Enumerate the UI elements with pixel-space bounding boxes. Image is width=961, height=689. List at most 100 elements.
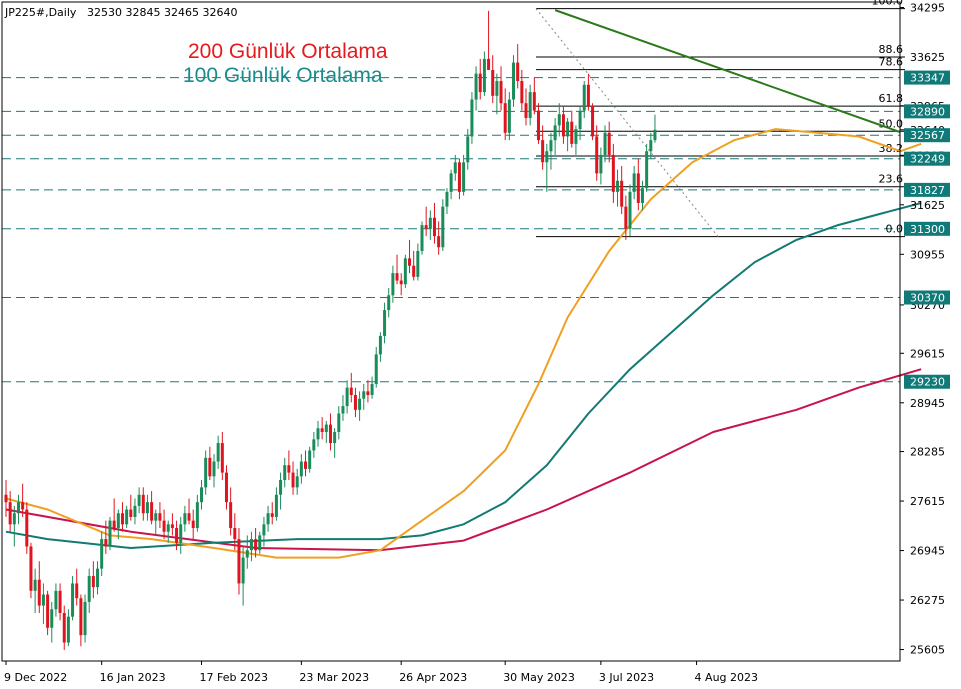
candle [541,125,545,170]
candle [632,166,636,200]
candle [611,143,615,203]
candle-body [649,140,653,152]
symbol-label: JP225#,Daily [4,6,77,19]
candle-body [129,509,133,517]
candle-body [607,132,611,155]
candle-body [291,472,295,488]
candle [358,391,362,421]
candle [195,494,199,532]
candle-body [141,494,145,514]
candle [545,143,549,192]
candle-body [328,424,332,444]
candle [603,125,607,163]
candle [503,88,507,141]
candle-body [299,461,303,477]
candle-body [108,520,112,547]
ohlc-readout: 32530 32845 32465 32640 [87,6,237,19]
candle [270,502,274,525]
candle [25,502,29,554]
candle [482,51,486,96]
candle [528,84,532,126]
candle-body [416,250,420,277]
candle-body [495,81,499,96]
candle-body [441,206,445,248]
candle-body [457,162,461,192]
candle [607,121,611,163]
candle [599,147,603,185]
candle-body [249,539,253,551]
candle-body [366,391,370,396]
candle-body [96,568,100,588]
candle-body [586,84,590,107]
x-tick-label: 26 Apr 2023 [399,671,467,684]
candle [75,568,79,606]
candle [636,158,640,211]
candle-body [208,457,212,477]
candle-body [100,539,104,569]
candle-body [295,476,299,488]
candle [175,520,179,551]
candle-body [58,590,62,613]
candle [170,513,174,536]
candle-body [337,413,341,432]
candle [491,55,495,104]
candle-body [83,601,87,636]
candle [553,117,557,155]
candle [595,125,599,181]
candle-body [516,62,520,82]
candle-body [616,180,620,192]
candle [100,531,104,577]
candle-body [245,550,249,558]
candle-body [229,502,233,529]
candle [50,601,54,643]
candle [582,81,586,118]
annotation-ma100: 100 Günlük Ortalama [183,64,383,87]
candle-body [570,121,574,144]
candle [324,420,328,444]
candle-body [428,217,432,229]
candle [249,531,253,562]
candle-body [233,528,237,540]
candle-body [279,479,283,495]
candle [524,88,528,126]
candle [416,243,420,281]
candle [449,169,453,200]
candle [532,77,536,115]
price-badge-label: 30370 [910,292,945,305]
candle-body [71,583,75,617]
candle-body [258,535,262,551]
candle [287,450,291,480]
candle-body [412,265,416,277]
fib-label: 88.6 [879,43,904,56]
candle-body [474,73,478,100]
candle-body [262,524,266,536]
candle [616,169,620,207]
candle-body [636,173,640,203]
candle-body [345,387,349,407]
candle-body [62,612,66,643]
candle-body [383,310,387,336]
candle [66,609,70,647]
candle-body [611,154,615,192]
candle-body [137,494,141,506]
candle [499,66,503,111]
candle [462,154,466,196]
candle-body [466,136,470,163]
candle [649,132,653,159]
candle [408,239,412,274]
candle-body [175,528,179,543]
candle [258,531,262,554]
candle-body [320,428,324,432]
y-tick-label: 29615 [910,347,945,360]
candle [4,479,8,517]
candle [200,479,204,510]
candle-body [283,465,287,480]
candle-body [145,502,149,514]
candle [16,494,20,525]
candle-body [324,424,328,432]
candle [108,516,112,551]
fib-label: 78.6 [879,56,904,69]
candle [91,561,95,599]
candle-body [449,173,453,192]
trendline [554,9,901,133]
